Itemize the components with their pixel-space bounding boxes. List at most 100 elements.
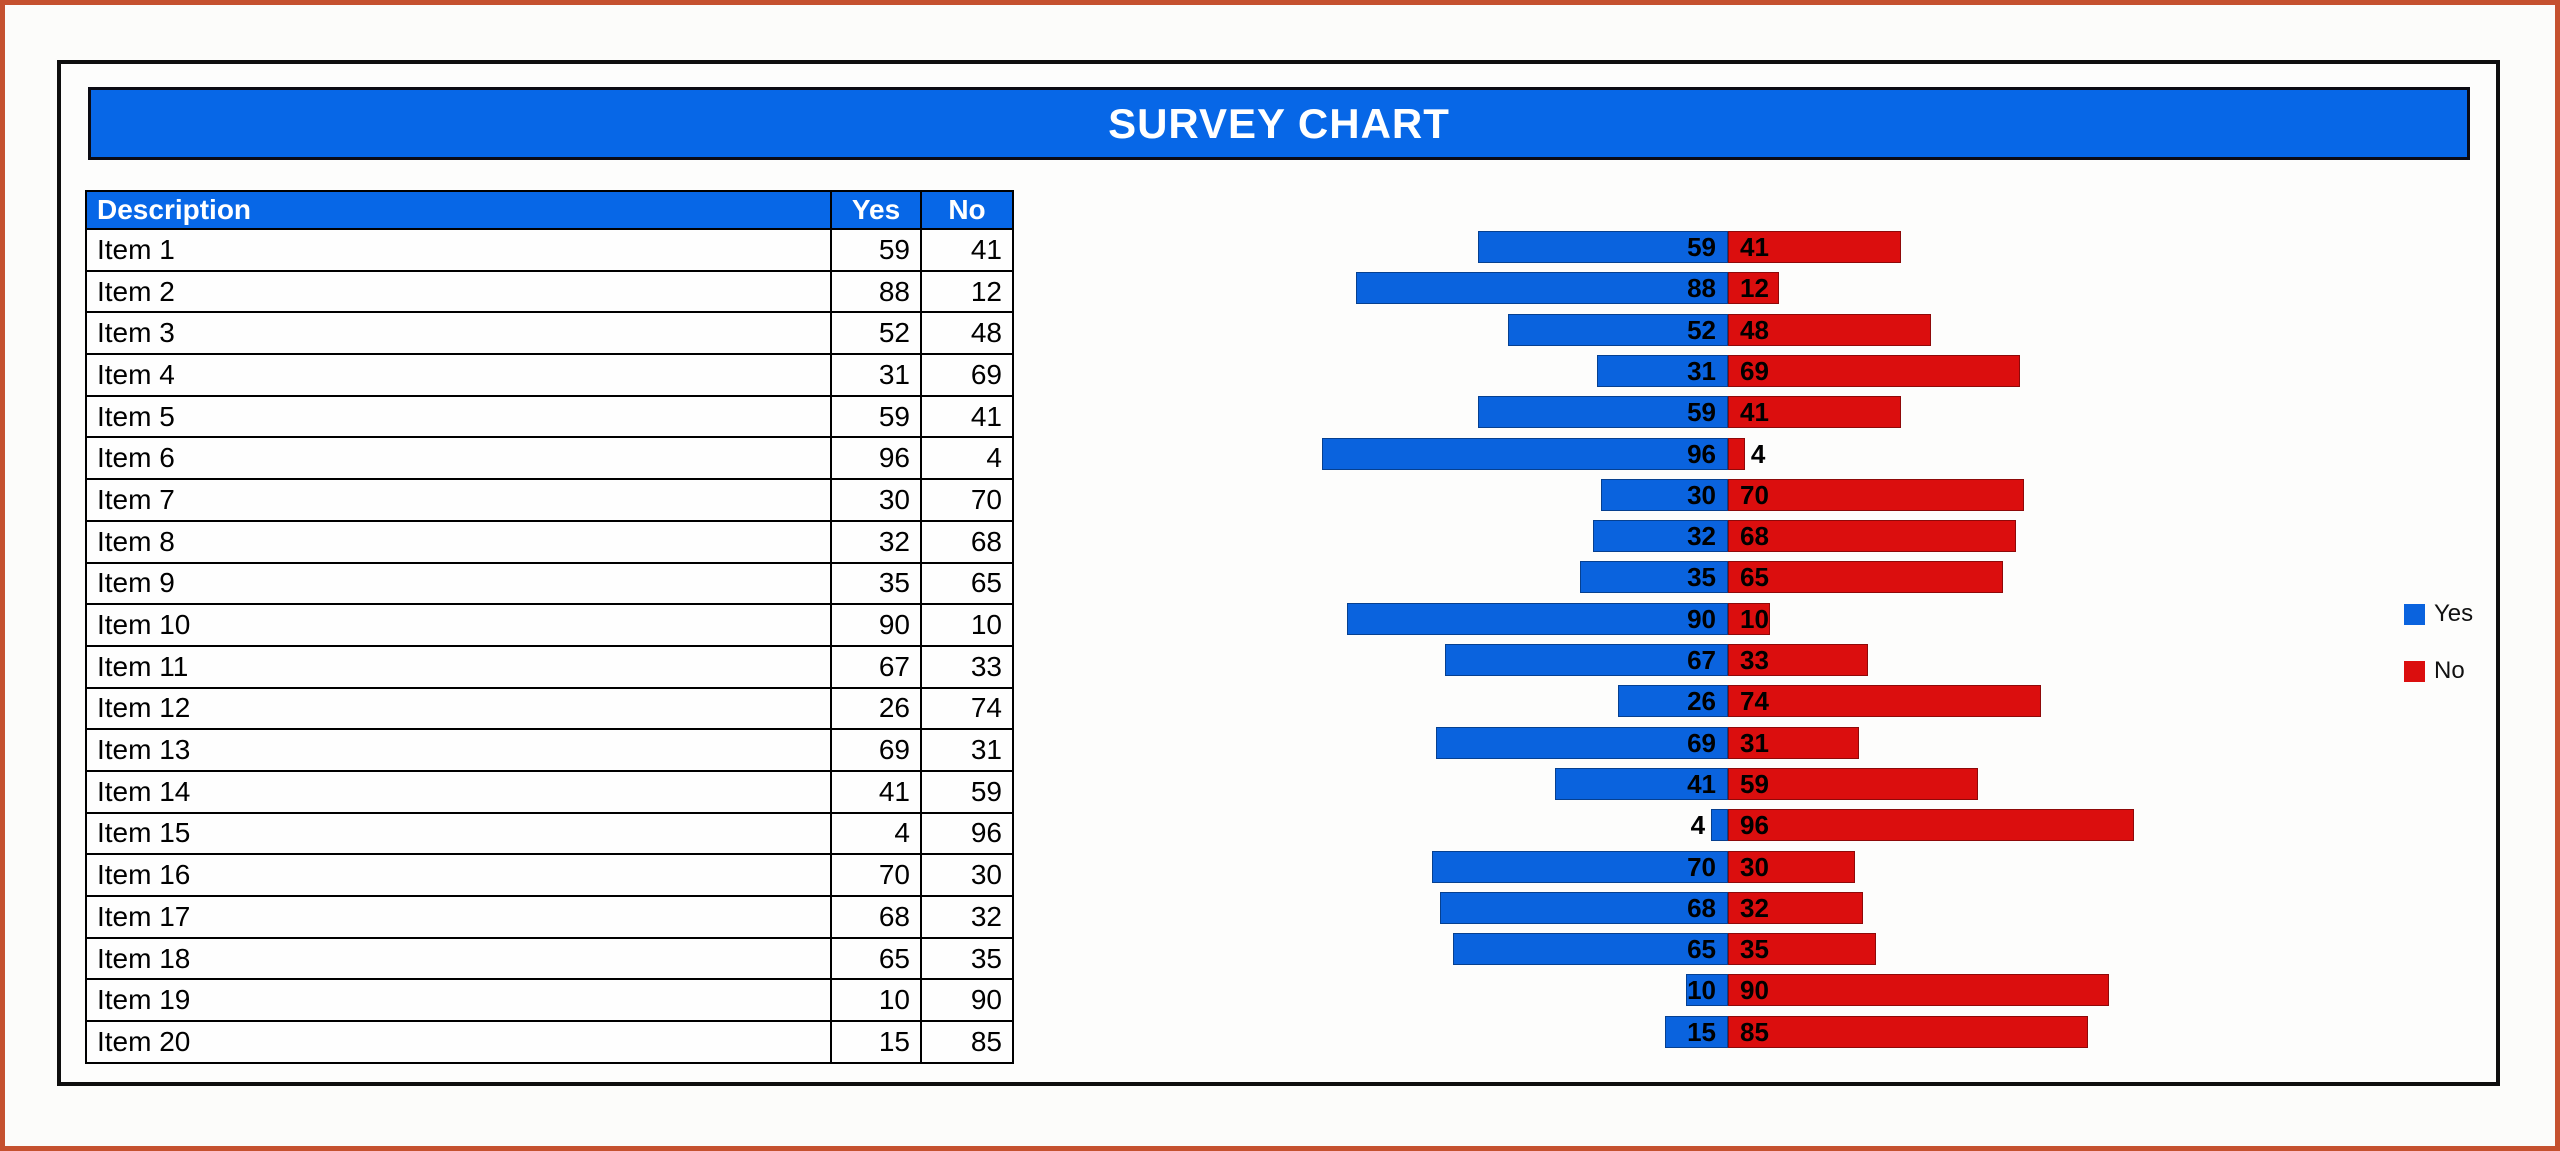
cell-no: 32 [920,895,1014,939]
cell-description: Item 13 [85,728,832,772]
bar-yes [1347,602,1728,635]
bar-yes [1478,396,1728,429]
bar-no [1728,313,1932,346]
bar-no [1728,520,2016,553]
bar-label-yes: 15 [1687,1016,1716,1047]
bar-label-no: 33 [1740,645,1769,675]
cell-description: Item 1 [85,228,832,272]
bar-yes [1478,231,1728,263]
cell-no: 65 [920,561,1014,606]
table-row: Item 12 26 74 [85,686,1014,731]
bar-yes [1431,850,1728,883]
legend-swatch [2404,660,2425,682]
cell-yes: 4 [830,811,922,856]
cell-no: 30 [920,853,1014,897]
bar-label-no: 96 [1740,810,1769,841]
table-row: Item 9 35 65 [85,561,1014,606]
cell-description: Item 15 [85,811,832,856]
bar-no [1728,974,2109,1007]
cell-yes: 41 [830,769,922,814]
cell-description: Item 4 [85,353,832,397]
legend-item-no: No [2404,657,2473,685]
bar-yes [1554,767,1728,800]
bar-label-no: 4 [1750,438,1766,469]
bar-label-yes: 4 [1690,810,1706,841]
bar-label-no: 85 [1740,1016,1769,1047]
bar-yes [1685,974,1728,1007]
cell-yes: 59 [830,394,922,439]
bar-no [1728,1015,2088,1048]
bar-yes [1664,1015,1728,1048]
legend-label: No [2434,657,2465,684]
cell-yes: 90 [830,603,922,647]
bar-yes [1711,809,1728,842]
bar-yes [1592,520,1728,553]
cell-yes: 15 [830,1020,922,1064]
title-bar: SURVEY CHART [88,87,2470,160]
cell-yes: 31 [830,353,922,397]
bar-label-yes: 65 [1687,934,1716,965]
bar-no [1728,478,2025,511]
bar-yes [1440,891,1728,924]
table-body: Item 1 59 41 Item 2 88 12 Item 3 52 48 Item 4 31 69… [85,228,1014,1064]
bar-no [1728,891,1864,924]
bar-no [1728,437,1745,470]
bar-yes [1508,313,1728,346]
table-row: Item 11 67 33 [85,644,1014,689]
cell-no: 74 [920,686,1014,731]
cell-no: 33 [920,644,1014,689]
bar-no [1728,809,2135,842]
cell-description: Item 14 [85,769,832,814]
cell-yes: 30 [830,478,922,522]
bar-no [1728,396,1902,429]
bar-label-yes: 70 [1687,851,1716,882]
bar-label-yes: 32 [1687,521,1716,552]
bar-label-yes: 90 [1687,603,1716,634]
bar-no [1728,685,2042,718]
bar-no [1728,354,2020,387]
bar-label-yes: 68 [1687,892,1716,923]
page-title: SURVEY CHART [1108,99,1450,147]
cell-description: Item 11 [85,644,832,689]
bar-label-no: 41 [1740,232,1769,262]
bar-yes [1436,726,1728,759]
bar-label-yes: 88 [1687,273,1716,304]
cell-yes: 88 [830,269,922,314]
legend-label: Yes [2434,600,2474,627]
bar-label-no: 12 [1740,273,1769,304]
cell-description: Item 3 [85,311,832,356]
bar-no [1728,644,1868,676]
bar-no [1728,602,1771,635]
column-header-yes: Yes [830,190,922,230]
cell-description: Item 9 [85,561,832,606]
cell-no: 85 [920,1020,1014,1064]
cell-description: Item 8 [85,519,832,564]
cell-yes: 65 [830,936,922,981]
bar-no [1728,231,1902,263]
bar-yes [1321,437,1728,470]
table-row: Item 6 96 4 [85,436,1014,481]
table-row: Item 10 90 10 [85,603,1014,647]
cell-no: 31 [920,728,1014,772]
cell-no: 12 [920,269,1014,314]
cell-description: Item 17 [85,895,832,939]
bar-label-yes: 59 [1687,232,1716,262]
table-row: Item 3 52 48 [85,311,1014,356]
bar-label-no: 59 [1740,768,1769,799]
data-table: Description Yes No Item 1 59 41 Item 2 88 12 I… [85,190,1014,1064]
bar-label-no: 30 [1740,851,1769,882]
bar-label-no: 31 [1740,727,1769,758]
bar-label-yes: 67 [1687,645,1716,675]
bar-yes [1579,561,1728,594]
chart-legend: Yes No [2404,600,2473,685]
cell-no: 59 [920,769,1014,814]
table-header-row: Description Yes No [85,190,1014,230]
bar-yes [1355,272,1728,305]
table-row: Item 14 41 59 [85,769,1014,814]
cell-no: 69 [920,353,1014,397]
cell-yes: 68 [830,895,922,939]
bar-label-yes: 52 [1687,314,1716,345]
table-row: Item 13 69 31 [85,728,1014,772]
bar-label-no: 41 [1740,397,1769,428]
bar-label-no: 90 [1740,975,1769,1006]
